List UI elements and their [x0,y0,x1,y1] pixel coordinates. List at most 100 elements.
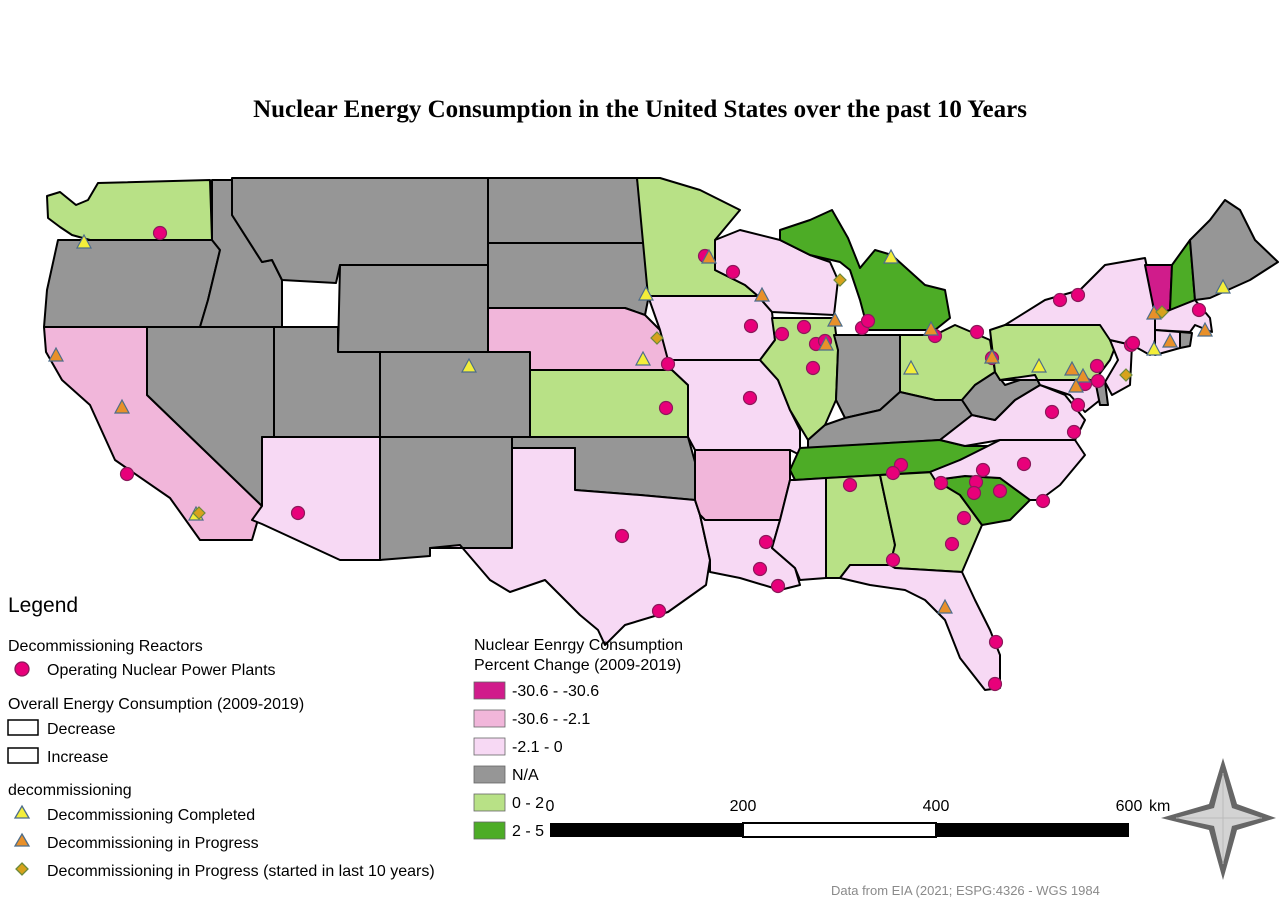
recent-decommission-marker [650,331,664,345]
decommission-in-progress-marker [700,248,718,264]
scale-tick-3: 600 [1116,798,1143,815]
legend-heading: Legend [8,594,78,617]
scale-bar-segment-3 [936,823,1129,837]
plant-marker [885,552,901,568]
decommission-completed-marker [882,248,900,264]
scale-tick-1: 200 [730,798,757,815]
plant-marker [774,326,790,342]
state-arizona [251,436,381,561]
plant-marker [966,485,982,501]
plant-marker [992,483,1008,499]
decommission-completed-marker [460,357,478,373]
north-arrow-icon [1161,758,1276,880]
class-label-6: 2 - 5 [512,823,544,840]
state-north-carolina [929,439,1086,501]
class-label-3: -2.1 - 0 [512,739,563,756]
class-label-5: 0 - 2 [512,795,544,812]
state-maine [1189,199,1279,301]
class-swatch-4 [473,765,506,784]
states-layer [43,177,1279,691]
plant-marker [1044,404,1060,420]
plant-marker [1070,397,1086,413]
class-swatch-3 [473,737,506,756]
plant-marker [758,534,774,550]
decommissioning-layer [47,233,1232,614]
legend-group-overall: Overall Energy Consumption (2009-2019) [8,696,304,713]
plant-marker [975,462,991,478]
plants-layer [119,225,1207,692]
choropleth-title-line1: Nuclear Eenrgy Consumption [474,637,683,654]
class-label-1: -30.6 - -30.6 [512,683,599,700]
recent-decommission-marker [833,273,847,287]
decommission-in-progress-marker [47,346,65,362]
choropleth-legend: Nuclear Eenrgy Consumption Percent Chang… [473,637,683,840]
state-michigan [779,209,951,331]
decommission-completed-marker [1214,278,1232,294]
state-rhode-island [1179,331,1193,349]
plant-marker [742,390,758,406]
plant-marker [743,318,759,334]
state-oregon [43,239,221,328]
plant-marker [1035,493,1051,509]
decrease-legend-symbol [7,719,39,736]
plant-marker [614,528,630,544]
plant-marker [725,264,741,280]
plant-marker [1066,424,1082,440]
state-texas [429,447,711,646]
decommission-completed-marker [634,350,652,366]
decommission-completed-marker [637,285,655,301]
recent-decommission-marker [1155,305,1169,319]
increase-legend-symbol [7,747,39,764]
plant-marker [1125,335,1141,351]
class-swatch-5 [473,793,506,812]
plant-marker [796,319,812,335]
legend-completed-label: Decommissioning Completed [47,807,255,824]
decommission-completed-marker [75,233,93,249]
class-swatch-1 [473,681,506,700]
state-north-dakota [487,177,646,244]
class-swatch-2 [473,709,506,728]
source-note: Data from EIA (2021; ESPG:4326 - WGS 198… [831,883,1100,898]
plant-marker [842,477,858,493]
scale-bar-segment-1 [550,823,743,837]
plant-marker [770,578,786,594]
in-progress-legend-symbol [13,832,31,847]
scale-unit: km [1149,798,1170,815]
recent-decommission-marker [1119,368,1133,382]
scale-bar: 0 200 400 600 km [546,798,1170,838]
decommission-in-progress-marker [1074,367,1092,383]
decommission-in-progress-marker [113,398,131,414]
state-new-mexico [379,436,513,561]
decommission-in-progress-marker [1067,377,1085,393]
plant-marker [969,324,985,340]
plant-marker [651,603,667,619]
plant-marker [956,510,972,526]
decommission-in-progress-marker [826,311,844,327]
decommission-in-progress-marker [922,320,940,336]
plant-marker [1191,302,1207,318]
map-title: Nuclear Energy Consumption in the United… [253,96,1027,123]
state-arkansas [694,449,791,521]
plant-marker [119,466,135,482]
plant-marker [805,360,821,376]
scale-tick-0: 0 [546,798,555,815]
state-florida [839,564,1001,691]
plant-marker [290,505,306,521]
plant-marker [1052,292,1068,308]
plant-marker [658,400,674,416]
legend-in-progress-label: Decommissioning in Progress [47,835,259,852]
state-south-dakota [487,242,649,316]
legend-group-decom: decommissioning [8,782,132,799]
decommission-completed-marker [1145,340,1163,356]
plant-marker [988,634,1004,650]
recent-decommission-marker [192,506,206,520]
legend-decrease-label: Decrease [47,721,116,738]
decommission-completed-marker [902,359,920,375]
choropleth-title-line2: Percent Change (2009-2019) [474,657,681,674]
class-swatch-6 [473,821,506,840]
plant-marker [752,561,768,577]
plant-marker [660,356,676,372]
decommission-in-progress-marker [983,348,1001,364]
decommission-in-progress-marker [817,335,835,351]
